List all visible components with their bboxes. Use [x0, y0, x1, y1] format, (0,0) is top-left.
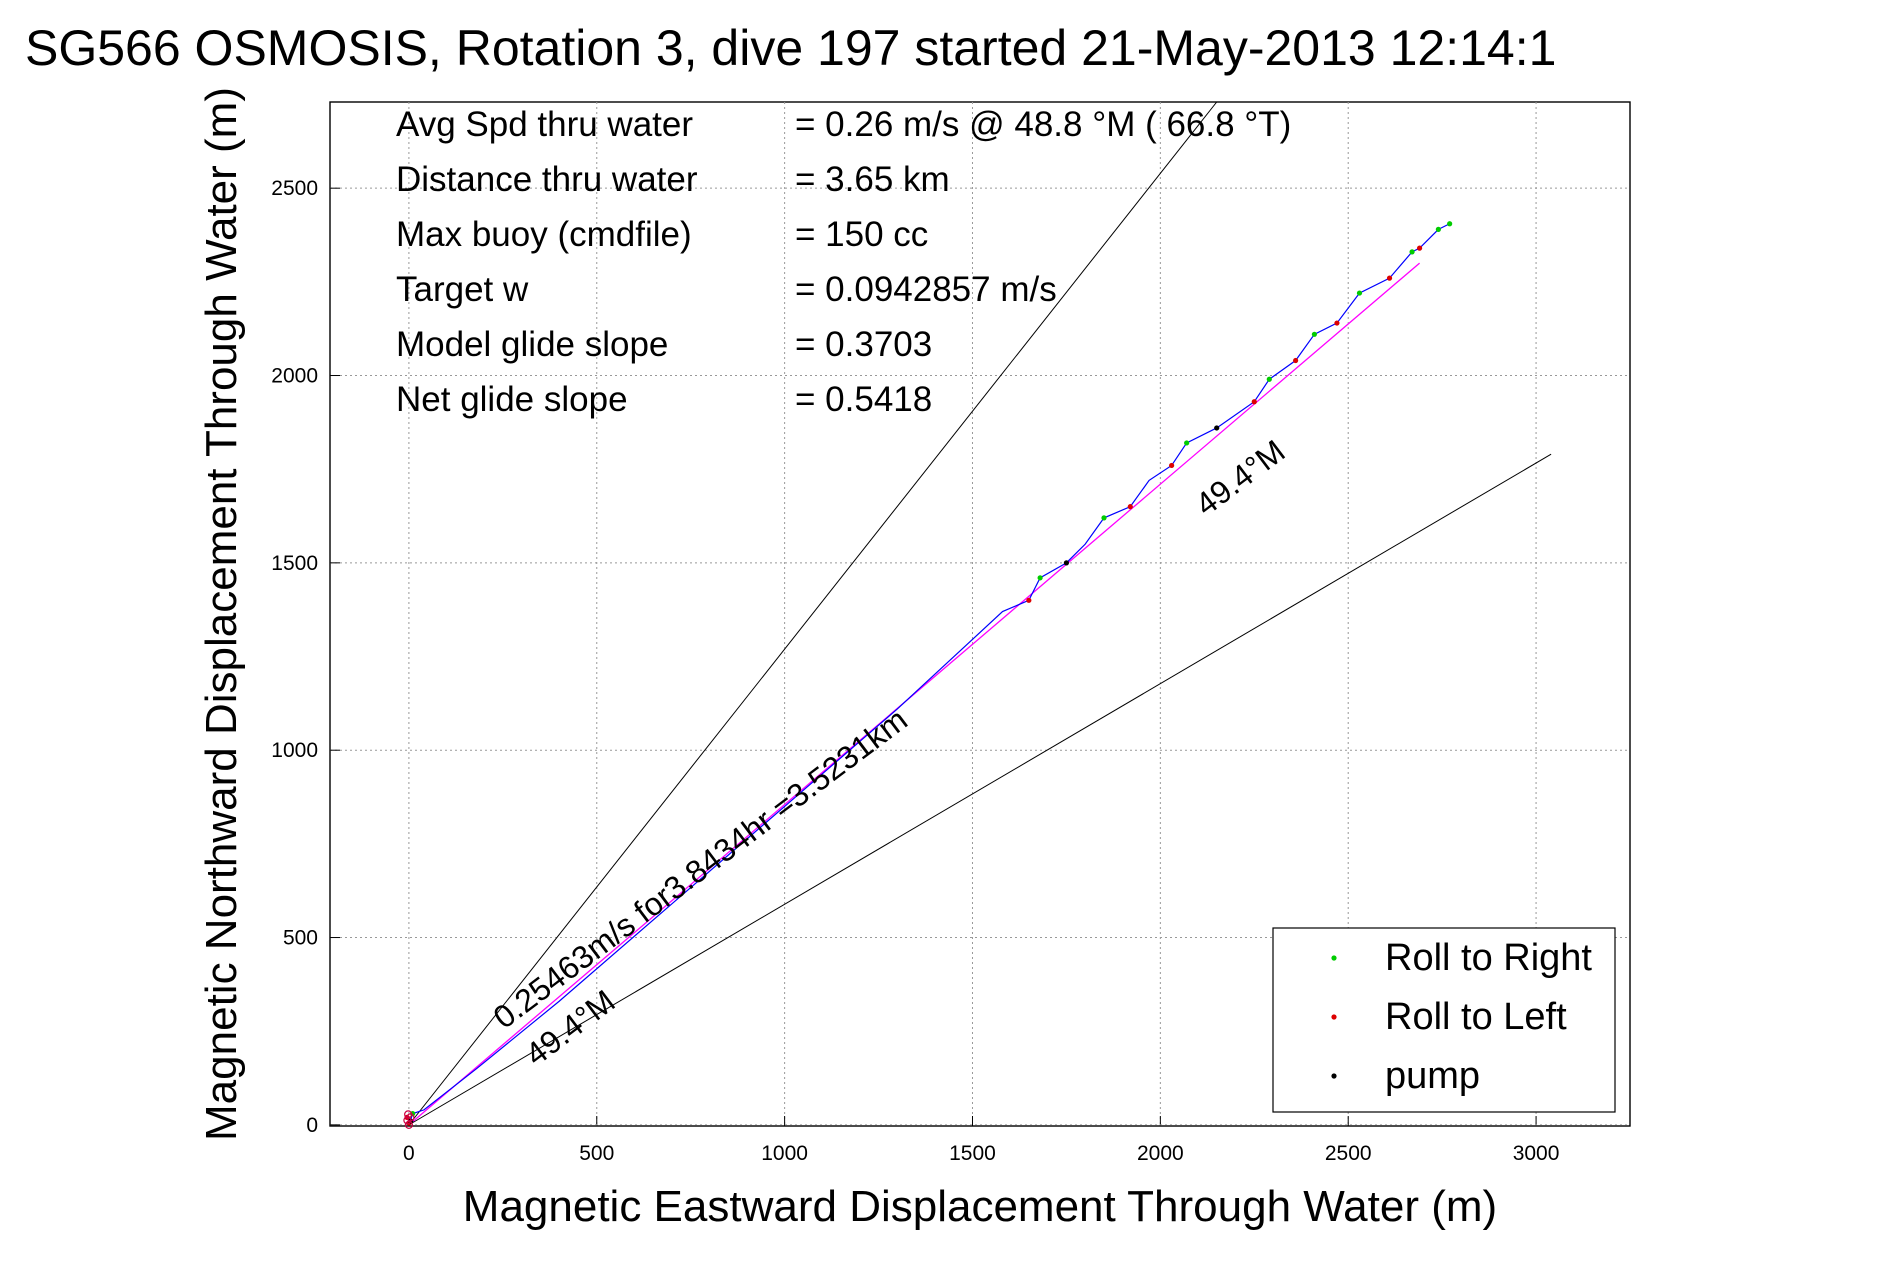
start-point: [404, 1120, 414, 1129]
series-0-point: [1184, 440, 1190, 446]
info-label: Avg Spd thru water: [396, 105, 693, 144]
info-label: Max buoy (cmdfile): [396, 215, 692, 254]
guide-lines: [408, 101, 1552, 1126]
y-tick-label: 0: [306, 1114, 318, 1137]
x-tick-label: 2500: [1325, 1142, 1372, 1165]
x-tick-label: 1500: [949, 1142, 996, 1165]
series-0-point: [1409, 249, 1415, 255]
x-tick-label: 2000: [1137, 1142, 1184, 1165]
chart-title: SG566 OSMOSIS, Rotation 3, dive 197 star…: [25, 20, 1556, 76]
track-line: [408, 223, 1450, 1126]
series-1-point: [1386, 275, 1393, 281]
info-value: = 3.65 km: [795, 160, 950, 199]
y-tick-label: 1000: [271, 739, 318, 762]
series-1-point: [1334, 320, 1340, 326]
y-tick-label: 2500: [271, 177, 318, 200]
series-0-point: [1356, 290, 1363, 296]
series-2-point: [1214, 425, 1220, 431]
legend-box: [1272, 927, 1616, 1113]
y-tick-label: 1500: [271, 552, 318, 575]
guide-line-upper: [408, 101, 1218, 1126]
info-label: Model glide slope: [396, 325, 668, 364]
start-point: [404, 1110, 413, 1119]
tick-labels: 0 500 1000 1500 2000 2500 3000 0 500 1000 1500 2000…: [271, 177, 1559, 1165]
legend: Roll to Right Roll to Left pump: [1272, 927, 1616, 1113]
x-axis-label: Magnetic Eastward Displacement Through W…: [463, 1182, 1497, 1231]
series-1-point: [1127, 504, 1133, 510]
annotations: 0.25463m/s for3.8434hr =3.5231km49.4°M49…: [487, 433, 1292, 1073]
info-block: Avg Spd thru water = 0.26 m/s @ 48.8 °M (…: [396, 105, 1291, 419]
info-value: = 150 cc: [795, 215, 928, 254]
x-tick-label: 0: [403, 1142, 415, 1165]
legend-entry: Roll to Right: [1385, 937, 1592, 979]
y-tick-label: 500: [283, 927, 318, 950]
series-1-point: [1026, 597, 1032, 603]
legend-entry: Roll to Left: [1385, 996, 1567, 1038]
info-value: = 0.3703: [795, 325, 932, 364]
grid: [330, 102, 1630, 1126]
x-tick-label: 500: [579, 1142, 614, 1165]
legend-marker: [1331, 955, 1337, 961]
info-label: Target w: [396, 270, 529, 309]
info-value: = 0.0942857 m/s: [795, 270, 1057, 309]
x-tick-label: 1000: [761, 1142, 808, 1165]
info-label: Distance thru water: [396, 160, 698, 199]
guide-line-lower: [408, 453, 1552, 1126]
series-0-point: [1037, 575, 1043, 581]
info-value: = 0.5418: [795, 380, 932, 419]
series-1-point: [1293, 357, 1299, 364]
series-0-point: [1311, 331, 1317, 337]
x-tick-label: 3000: [1513, 1142, 1560, 1165]
along-track-annotation: 0.25463m/s for3.8434hr =3.5231km: [487, 701, 914, 1035]
series-2-point: [1063, 560, 1070, 566]
data-layer: [403, 221, 1453, 1129]
plot-frame: [329, 101, 1631, 1127]
legend-marker: [1331, 1073, 1337, 1079]
series-0-point: [1266, 376, 1272, 382]
y-axis-label: Magnetic Northward Displacement Through …: [197, 87, 246, 1141]
y-tick-label: 2000: [271, 365, 318, 388]
series-1-point: [1251, 399, 1257, 405]
info-value: = 0.26 m/s @ 48.8 °M ( 66.8 °T): [795, 105, 1291, 144]
series-0-point: [1447, 221, 1453, 227]
legend-marker: [1331, 1014, 1337, 1020]
legend-entry: pump: [1385, 1055, 1480, 1097]
series-1-point: [1169, 462, 1175, 469]
series-1-point: [1416, 245, 1423, 251]
series-0-point: [1101, 515, 1107, 521]
series-0-point: [1435, 226, 1441, 232]
info-label: Net glide slope: [396, 380, 628, 419]
